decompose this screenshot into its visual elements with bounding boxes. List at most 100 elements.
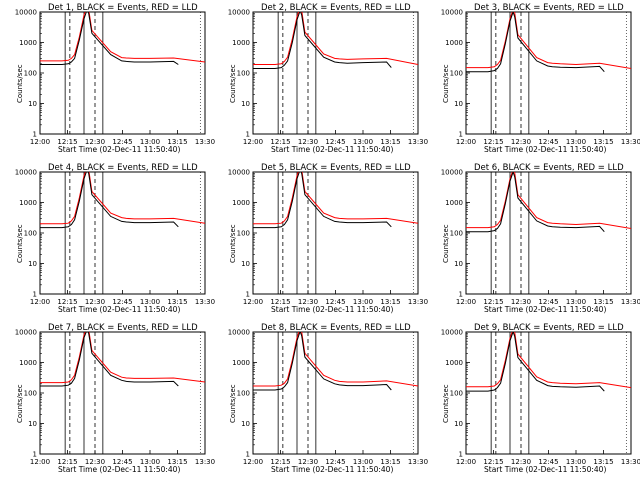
x-tick-label: 12:30: [511, 138, 531, 146]
plot-svg: 1 10 100 1000 10000 12:00 12:15 12:30 12:45 13:00…: [228, 329, 428, 467]
x-tick-label: 12:45: [325, 458, 345, 466]
y-axis-label: Counts/sec: [229, 224, 237, 263]
x-tick-label: 12:00: [30, 458, 50, 466]
y-tick-label: 100: [237, 70, 250, 78]
y-tick-label: 1: [33, 131, 37, 139]
y-tick-label: 100: [450, 230, 463, 238]
x-tick-label: 13:00: [353, 138, 373, 146]
series-lld: [466, 12, 631, 69]
series-lld: [253, 12, 418, 65]
x-tick-label: 13:30: [408, 458, 428, 466]
x-tick-label: 12:45: [325, 138, 345, 146]
y-axis-label: Counts/sec: [229, 64, 237, 103]
y-tick-label: 100: [450, 70, 463, 78]
y-tick-label: 10: [454, 420, 463, 428]
series-events: [253, 172, 392, 229]
x-tick-label: 12:00: [456, 138, 476, 146]
x-tick-label: 12:15: [270, 138, 290, 146]
x-tick-label: 12:30: [298, 138, 318, 146]
x-tick-label: 12:15: [483, 138, 503, 146]
x-tick-label: 13:15: [380, 458, 400, 466]
x-tick-label: 12:00: [243, 138, 263, 146]
panel-title: Det 1, BLACK = Events, RED = LLD: [48, 3, 198, 13]
series-lld: [40, 172, 205, 225]
x-tick-label: 13:30: [621, 298, 640, 306]
x-tick-label: 12:15: [57, 138, 77, 146]
y-tick-label: 1: [246, 131, 250, 139]
detector-panel-1: 1 10 100 1000 10000 12:00 12:15 12:30 12:45 13:00…: [0, 0, 215, 160]
series-lld: [253, 172, 418, 225]
y-tick-label: 10: [241, 420, 250, 428]
detector-panel-8: 1 10 100 1000 10000 12:00 12:15 12:30 12:45 13:00…: [213, 320, 428, 480]
y-tick-label: 1000: [19, 199, 37, 207]
detector-panel-7: 1 10 100 1000 10000 12:00 12:15 12:30 12:45 13:00…: [0, 320, 215, 480]
x-tick-label: 12:00: [30, 298, 50, 306]
series-events: [40, 172, 179, 229]
y-axis-label: Counts/sec: [16, 224, 24, 263]
series-lld: [466, 172, 631, 229]
y-tick-label: 10: [454, 100, 463, 108]
y-tick-label: 100: [237, 230, 250, 238]
x-tick-label: 12:15: [57, 458, 77, 466]
y-axis-label: Counts/sec: [442, 64, 450, 103]
x-tick-label: 13:00: [566, 138, 586, 146]
x-tick-label: 12:15: [270, 298, 290, 306]
plot-svg: 1 10 100 1000 10000 12:00 12:15 12:30 12:45 13:00…: [15, 169, 215, 307]
series-events: [466, 12, 605, 73]
y-axis-label: Counts/sec: [229, 384, 237, 423]
series-events: [253, 332, 392, 391]
y-tick-label: 1: [459, 291, 463, 299]
series-events: [466, 172, 605, 233]
series-lld: [253, 332, 418, 387]
x-tick-label: 12:30: [85, 458, 105, 466]
y-tick-label: 1: [246, 291, 250, 299]
y-tick-label: 1000: [19, 359, 37, 367]
x-tick-label: 12:30: [511, 298, 531, 306]
series-events: [40, 332, 179, 387]
x-tick-label: 13:00: [140, 138, 160, 146]
x-tick-label: 13:15: [380, 138, 400, 146]
x-tick-label: 12:00: [243, 298, 263, 306]
x-tick-label: 12:00: [30, 138, 50, 146]
x-axis-label: Start Time (02-Dec-11 11:50:40): [58, 145, 181, 154]
x-tick-label: 13:30: [621, 458, 640, 466]
x-tick-label: 13:15: [167, 298, 187, 306]
x-tick-label: 13:30: [408, 138, 428, 146]
x-tick-label: 13:15: [167, 458, 187, 466]
y-tick-label: 1000: [232, 39, 250, 47]
y-tick-label: 1: [33, 451, 37, 459]
x-tick-label: 13:00: [566, 458, 586, 466]
y-tick-label: 100: [237, 390, 250, 398]
x-axis-label: Start Time (02-Dec-11 11:50:40): [271, 465, 394, 474]
plot-svg: 1 10 100 1000 10000 12:00 12:15 12:30 12:45 13:00…: [441, 169, 640, 307]
series-lld: [466, 332, 631, 389]
panel-title: Det 9, BLACK = Events, RED = LLD: [474, 323, 624, 333]
x-tick-label: 13:30: [195, 138, 215, 146]
x-tick-label: 12:30: [298, 298, 318, 306]
y-tick-label: 10000: [228, 9, 250, 17]
plot-svg: 1 10 100 1000 10000 12:00 12:15 12:30 12:45 13:00…: [228, 9, 428, 147]
y-tick-label: 10000: [228, 329, 250, 337]
y-axis-label: Counts/sec: [16, 64, 24, 103]
panel-title: Det 4, BLACK = Events, RED = LLD: [48, 163, 198, 173]
detector-panel-6: 1 10 100 1000 10000 12:00 12:15 12:30 12:45 13:00…: [426, 160, 640, 320]
x-tick-label: 13:30: [621, 138, 640, 146]
plot-svg: 1 10 100 1000 10000 12:00 12:15 12:30 12:45 13:00…: [15, 329, 215, 467]
detector-panel-2: 1 10 100 1000 10000 12:00 12:15 12:30 12:45 13:00…: [213, 0, 428, 160]
plot-svg: 1 10 100 1000 10000 12:00 12:15 12:30 12:45 13:00…: [441, 329, 640, 467]
x-axis-label: Start Time (02-Dec-11 11:50:40): [271, 305, 394, 314]
y-tick-label: 1: [459, 451, 463, 459]
y-axis-label: Counts/sec: [442, 384, 450, 423]
y-tick-label: 100: [24, 70, 37, 78]
y-tick-label: 1: [246, 451, 250, 459]
x-axis-label: Start Time (02-Dec-11 11:50:40): [484, 305, 607, 314]
x-tick-label: 13:00: [140, 458, 160, 466]
x-tick-label: 13:15: [380, 298, 400, 306]
x-tick-label: 13:00: [353, 458, 373, 466]
x-tick-label: 12:00: [243, 458, 263, 466]
y-tick-label: 10000: [15, 9, 37, 17]
panel-title: Det 2, BLACK = Events, RED = LLD: [261, 3, 411, 13]
y-tick-label: 10: [28, 420, 37, 428]
y-tick-label: 10: [241, 260, 250, 268]
